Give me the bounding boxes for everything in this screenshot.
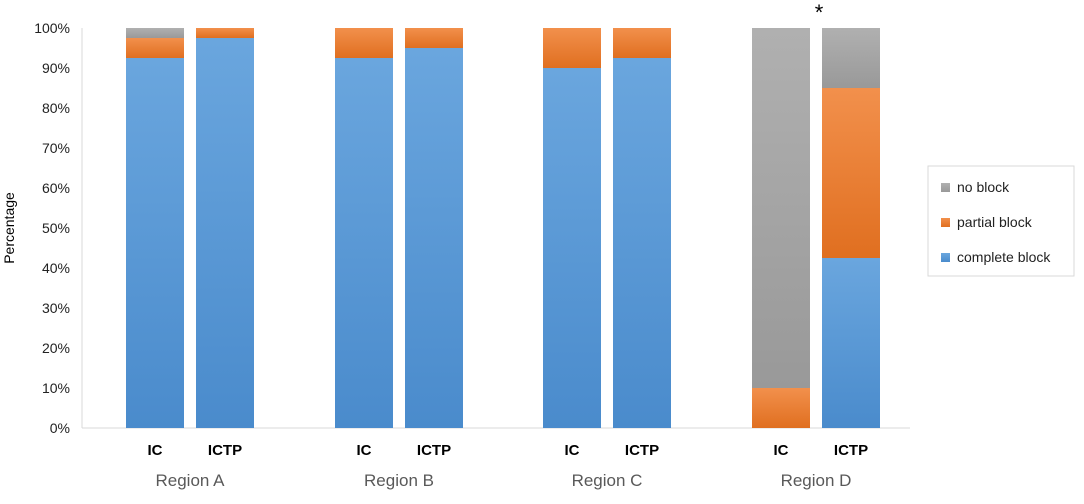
category-label: IC: [565, 442, 580, 459]
bar-segment-partial-block: [126, 38, 184, 58]
bar-segment-complete-block: [543, 68, 601, 428]
bar-segment-complete-block: [196, 38, 254, 428]
legend-swatch: [941, 183, 950, 192]
y-tick-labels: 0% 10% 20% 30% 40% 50% 60% 70% 80% 90% 100%: [34, 20, 70, 436]
bar-segment-partial-block: [405, 28, 463, 48]
y-tick-label: 0%: [50, 420, 70, 436]
bar-segment-partial-block: [335, 28, 393, 58]
bar-segment-partial-block: [196, 28, 254, 38]
bar-segment-complete-block: [335, 58, 393, 428]
category-label: ICTP: [834, 442, 868, 459]
y-tick-label: 40%: [42, 260, 70, 276]
bar-segment-partial-block: [543, 28, 601, 68]
category-label: ICTP: [208, 442, 242, 459]
bar-segment-complete-block: [822, 258, 880, 428]
significance-marker: *: [815, 0, 824, 25]
group-labels: Region A Region B Region C Region D: [156, 471, 852, 490]
bar-segment-complete-block: [613, 58, 671, 428]
y-tick-label: 10%: [42, 380, 70, 396]
category-labels: IC ICTP IC ICTP IC ICTP IC ICTP: [148, 442, 869, 459]
y-axis-title: Percentage: [1, 192, 17, 264]
y-tick-label: 50%: [42, 220, 70, 236]
group-label: Region D: [781, 471, 852, 490]
category-label: IC: [774, 442, 789, 459]
y-tick-label: 70%: [42, 140, 70, 156]
bars: [126, 28, 880, 428]
legend-label: complete block: [957, 249, 1051, 265]
category-label: ICTP: [417, 442, 451, 459]
legend-swatch: [941, 253, 950, 262]
y-tick-label: 60%: [42, 180, 70, 196]
annotations: *: [815, 0, 824, 25]
bar-segment-partial-block: [822, 88, 880, 258]
legend-swatch: [941, 218, 950, 227]
legend: no block partial block complete block: [927, 165, 1075, 277]
legend-label: partial block: [957, 214, 1033, 230]
category-label: IC: [148, 442, 163, 459]
group-label: Region C: [572, 471, 643, 490]
y-tick-label: 90%: [42, 60, 70, 76]
bar-segment-no-block: [752, 28, 810, 388]
legend-frame: [927, 165, 1075, 277]
y-tick-label: 30%: [42, 300, 70, 316]
bar-segment-complete-block: [405, 48, 463, 428]
bar-segment-partial-block: [752, 388, 810, 428]
bar-segment-complete-block: [126, 58, 184, 428]
bar-segment-partial-block: [613, 28, 671, 58]
bar-segment-no-block: [822, 28, 880, 88]
category-label: IC: [357, 442, 372, 459]
y-tick-label: 80%: [42, 100, 70, 116]
y-tick-label: 100%: [34, 20, 70, 36]
y-tick-label: 20%: [42, 340, 70, 356]
group-label: Region A: [156, 471, 226, 490]
category-label: ICTP: [625, 442, 659, 459]
bar-segment-no-block: [126, 28, 184, 38]
legend-label: no block: [957, 179, 1010, 195]
group-label: Region B: [364, 471, 434, 490]
